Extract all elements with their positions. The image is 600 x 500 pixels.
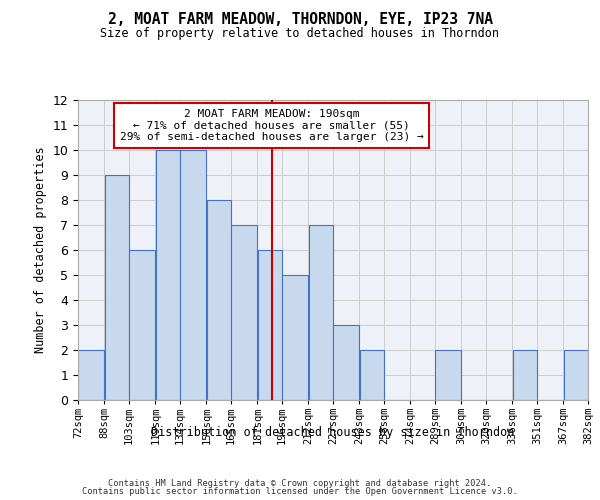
Bar	[282, 275, 308, 400]
Bar	[155, 150, 180, 400]
Text: 2 MOAT FARM MEADOW: 190sqm
← 71% of detached houses are smaller (55)
29% of semi: 2 MOAT FARM MEADOW: 190sqm ← 71% of deta…	[120, 109, 424, 142]
Bar	[512, 350, 537, 400]
Bar	[78, 350, 104, 400]
Bar	[206, 200, 231, 400]
Bar	[129, 250, 155, 400]
Text: 2, MOAT FARM MEADOW, THORNDON, EYE, IP23 7NA: 2, MOAT FARM MEADOW, THORNDON, EYE, IP23…	[107, 12, 493, 28]
Text: Contains public sector information licensed under the Open Government Licence v3: Contains public sector information licen…	[82, 487, 518, 496]
Bar	[333, 325, 359, 400]
Bar	[104, 175, 129, 400]
Bar	[180, 150, 206, 400]
Bar	[231, 225, 257, 400]
Text: Size of property relative to detached houses in Thorndon: Size of property relative to detached ho…	[101, 28, 499, 40]
Bar	[308, 225, 333, 400]
Text: Contains HM Land Registry data © Crown copyright and database right 2024.: Contains HM Land Registry data © Crown c…	[109, 478, 491, 488]
Bar	[563, 350, 588, 400]
Text: Distribution of detached houses by size in Thorndon: Distribution of detached houses by size …	[151, 426, 515, 439]
Bar	[359, 350, 384, 400]
Bar	[435, 350, 461, 400]
Bar	[257, 250, 282, 400]
Y-axis label: Number of detached properties: Number of detached properties	[34, 146, 47, 354]
